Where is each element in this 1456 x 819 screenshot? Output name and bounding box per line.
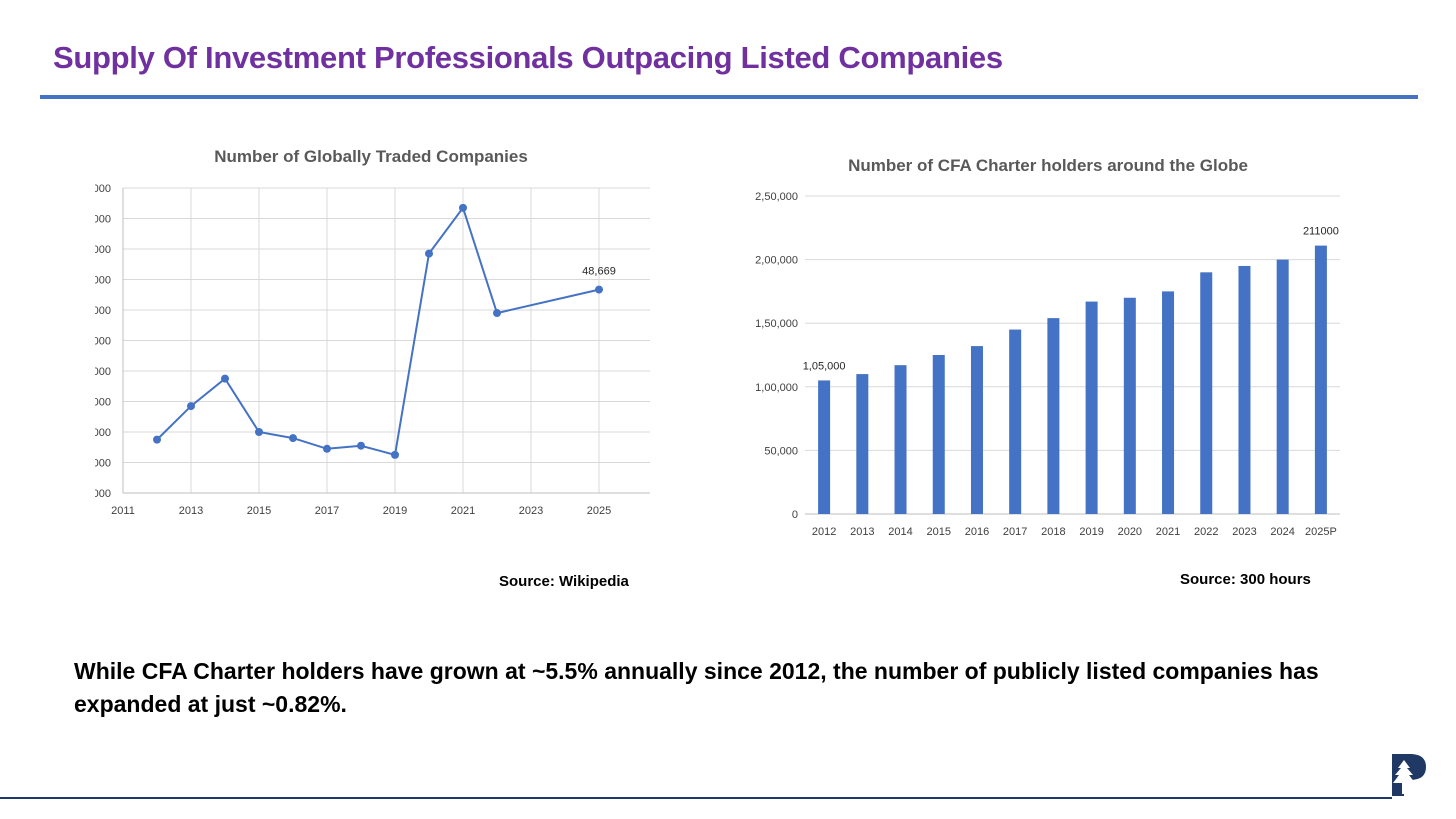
data-point [255,428,263,436]
bar [1047,318,1060,514]
y-tick-label: 1,50,000 [755,318,798,330]
bar [1276,259,1289,514]
data-point [459,203,467,212]
data-point [187,402,195,411]
data-label: 48,669 [582,266,616,278]
y-tick-label: 51,000 [95,214,111,226]
x-tick-label: 2017 [315,505,339,517]
data-point [323,444,331,453]
data-point [289,434,297,443]
x-tick-label: 2012 [812,526,836,538]
bar [894,365,907,514]
y-tick-label: 1,00,000 [755,382,798,394]
bar [1123,297,1136,514]
x-tick-label: 2013 [850,526,874,538]
bar [1314,245,1327,514]
data-point [391,450,399,459]
data-point [153,435,161,444]
data-label: 211000 [1303,226,1339,238]
x-tick-label: 2022 [1194,526,1218,538]
bar [1238,265,1251,514]
y-tick-label: 42,000 [95,488,111,500]
line-chart-title: Number of Globally Traded Companies [214,147,528,166]
x-tick-label: 2011 [111,505,135,517]
bar [932,355,945,514]
y-tick-label: 52,000 [95,183,111,195]
bar [1085,301,1098,514]
x-tick-label: 2015 [927,526,951,538]
data-point [425,249,433,258]
x-tick-label: 2018 [1041,526,1065,538]
bar [1162,291,1175,514]
y-tick-label: 47,000 [95,336,111,348]
x-tick-label: 2019 [383,505,407,517]
data-label: 1,05,000 [803,360,846,372]
left-chart-source: Source: Wikipedia [499,573,629,590]
y-tick-label: 45,000 [95,397,111,409]
cfa-charter-holders-bar-chart: Number of CFA Charter holders around the… [755,156,1340,538]
x-tick-label: 2014 [888,526,912,538]
x-tick-label: 2015 [247,505,271,517]
bar-chart-title: Number of CFA Charter holders around the… [848,156,1248,175]
x-tick-label: 2019 [1079,526,1103,538]
footer-divider [0,797,1392,799]
x-tick-label: 2025 [587,505,611,517]
y-tick-label: 50,000 [764,445,798,457]
y-tick-label: 0 [792,509,798,521]
globally-traded-companies-line-chart: Number of Globally Traded Companies 42,00… [95,147,650,517]
x-tick-label: 2016 [965,526,989,538]
data-point [221,374,229,383]
bar [1200,272,1213,514]
data-point [493,309,501,318]
x-tick-label: 2023 [1232,526,1256,538]
bar [970,346,983,514]
title-divider [40,95,1418,99]
y-tick-label: 2,00,000 [755,255,798,267]
right-chart-source: Source: 300 hours [1180,571,1311,588]
x-tick-label: 2021 [1156,526,1180,538]
y-tick-label: 46,000 [95,366,111,378]
summary-text: While CFA Charter holders have grown at … [74,658,1319,717]
x-tick-label: 2013 [179,505,203,517]
x-tick-label: 2024 [1270,526,1294,538]
x-tick-label: 2023 [519,505,543,517]
bar [818,380,831,514]
slide-title: Supply Of Investment Professionals Outpa… [53,40,1003,75]
series-line [156,205,600,457]
y-tick-label: 50,000 [95,244,111,256]
x-tick-label: 2021 [451,505,475,517]
data-point [595,285,603,294]
data-point [357,441,365,450]
y-tick-label: 43,000 [95,458,111,470]
y-tick-label: 48,000 [95,305,111,317]
y-tick-label: 44,000 [95,427,111,439]
bar [1009,329,1022,514]
x-tick-label: 2017 [1003,526,1027,538]
x-tick-label: 2025P [1305,526,1337,538]
pine-tree-p-logo-icon [1392,754,1426,796]
x-tick-label: 2020 [1118,526,1142,538]
y-tick-label: 49,000 [95,275,111,287]
bar [856,374,869,514]
y-tick-label: 2,50,000 [755,191,798,203]
